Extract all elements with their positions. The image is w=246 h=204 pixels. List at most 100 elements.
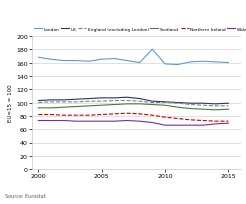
Northern Ireland	[37, 114, 40, 116]
England (excluding London)	[62, 101, 65, 104]
UK	[88, 98, 91, 100]
Scotland	[88, 105, 91, 108]
Northern Ireland	[100, 114, 103, 116]
Scotland	[164, 104, 167, 107]
England (excluding London)	[88, 100, 91, 103]
Northern Ireland	[75, 114, 78, 117]
Wales	[125, 120, 128, 122]
Scotland	[49, 107, 52, 110]
London	[138, 62, 141, 64]
UK	[62, 99, 65, 102]
Northern Ireland	[113, 113, 116, 115]
London	[164, 63, 167, 66]
Y-axis label: EU=15 = 100: EU=15 = 100	[8, 84, 13, 122]
Wales	[37, 120, 40, 122]
Line: UK: UK	[38, 98, 228, 104]
UK	[100, 97, 103, 100]
Northern Ireland	[138, 113, 141, 115]
London	[227, 62, 230, 64]
Northern Ireland	[201, 120, 204, 122]
Wales	[201, 124, 204, 127]
England (excluding London)	[164, 102, 167, 104]
Scotland	[227, 108, 230, 111]
Scotland	[37, 107, 40, 110]
Wales	[49, 120, 52, 122]
Wales	[151, 122, 154, 124]
Line: Scotland: Scotland	[38, 104, 228, 110]
England (excluding London)	[49, 101, 52, 104]
Wales	[75, 120, 78, 123]
London	[125, 60, 128, 62]
Scotland	[75, 106, 78, 108]
UK	[189, 102, 192, 105]
London	[75, 60, 78, 62]
Northern Ireland	[214, 120, 217, 123]
UK	[75, 99, 78, 101]
London	[214, 61, 217, 64]
Northern Ireland	[151, 114, 154, 117]
Scotland	[189, 108, 192, 110]
Wales	[214, 123, 217, 125]
England (excluding London)	[100, 100, 103, 103]
London	[189, 61, 192, 64]
UK	[151, 100, 154, 103]
UK	[227, 102, 230, 105]
UK	[214, 103, 217, 106]
Scotland	[151, 104, 154, 106]
UK	[164, 101, 167, 104]
UK	[125, 96, 128, 99]
Northern Ireland	[49, 114, 52, 116]
Line: Wales: Wales	[38, 121, 228, 125]
England (excluding London)	[176, 102, 179, 105]
Legend: London, UK, England (excluding London), Scotland, Northern Ireland, Wales: London, UK, England (excluding London), …	[34, 28, 246, 32]
Northern Ireland	[164, 116, 167, 119]
Northern Ireland	[62, 114, 65, 117]
England (excluding London)	[75, 101, 78, 104]
UK	[138, 98, 141, 100]
Wales	[62, 120, 65, 122]
England (excluding London)	[138, 100, 141, 103]
England (excluding London)	[227, 105, 230, 108]
Wales	[164, 124, 167, 127]
England (excluding London)	[37, 102, 40, 104]
London	[62, 60, 65, 62]
London	[201, 61, 204, 63]
UK	[113, 97, 116, 100]
London	[88, 61, 91, 63]
Wales	[88, 120, 91, 123]
Line: England (excluding London): England (excluding London)	[38, 101, 228, 106]
England (excluding London)	[201, 104, 204, 107]
Scotland	[125, 103, 128, 106]
Scotland	[176, 106, 179, 109]
Line: London: London	[38, 50, 228, 65]
England (excluding London)	[113, 100, 116, 102]
Wales	[227, 122, 230, 125]
UK	[37, 100, 40, 102]
Wales	[113, 120, 116, 123]
England (excluding London)	[125, 100, 128, 102]
Scotland	[214, 109, 217, 112]
Text: Source: Eurostat: Source: Eurostat	[5, 193, 46, 198]
London	[113, 58, 116, 60]
Northern Ireland	[189, 119, 192, 121]
Scotland	[201, 108, 204, 111]
England (excluding London)	[189, 104, 192, 106]
Northern Ireland	[125, 112, 128, 115]
Northern Ireland	[227, 120, 230, 123]
Northern Ireland	[176, 118, 179, 120]
London	[176, 64, 179, 67]
Scotland	[138, 103, 141, 106]
UK	[176, 102, 179, 104]
London	[100, 59, 103, 61]
England (excluding London)	[214, 105, 217, 108]
UK	[49, 99, 52, 102]
London	[49, 59, 52, 61]
Wales	[100, 120, 103, 123]
England (excluding London)	[151, 102, 154, 104]
Northern Ireland	[88, 114, 91, 117]
Scotland	[100, 104, 103, 107]
London	[37, 57, 40, 59]
London	[151, 49, 154, 51]
Wales	[138, 120, 141, 123]
Line: Northern Ireland: Northern Ireland	[38, 114, 228, 122]
